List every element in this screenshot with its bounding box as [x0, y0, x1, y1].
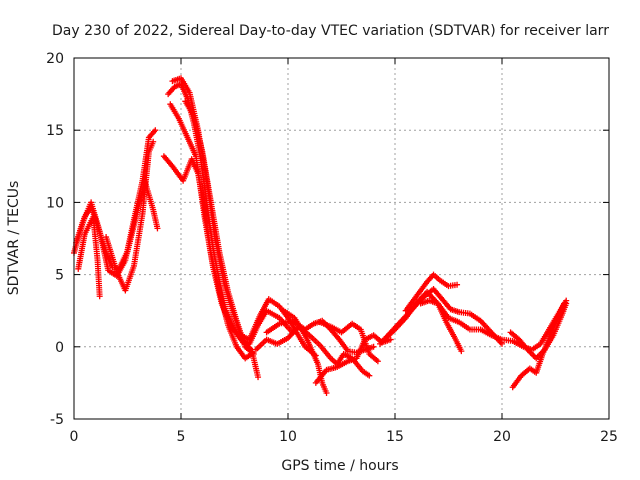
series-track-7 — [167, 101, 296, 347]
series-track-4 — [103, 138, 157, 294]
x-tick-label: 0 — [70, 429, 79, 445]
data-point-marker — [563, 300, 570, 307]
x-tick-label: 15 — [386, 429, 404, 445]
x-axis-label: GPS time / hours — [281, 458, 398, 474]
series-track-17 — [402, 271, 461, 314]
series-track-13 — [317, 319, 381, 365]
x-tick-label: 25 — [600, 429, 618, 445]
plot-frame — [73, 57, 610, 420]
y-tick-label: 0 — [55, 340, 64, 356]
series-track-10 — [252, 323, 373, 379]
x-tick-label: 5 — [177, 429, 186, 445]
data-point-marker — [374, 358, 381, 365]
data-point-marker — [154, 225, 161, 232]
y-tick-label: 15 — [46, 123, 64, 139]
data-point-marker — [250, 351, 257, 358]
y-tick-label: 5 — [55, 268, 64, 284]
series-track-14 — [312, 332, 394, 386]
data-point-marker — [458, 348, 465, 355]
data-point-marker — [323, 390, 330, 397]
data-point-marker — [150, 138, 157, 145]
data-point-marker — [454, 281, 461, 288]
y-tick-label: -5 — [50, 412, 64, 428]
series-track-20 — [507, 300, 570, 362]
chart-title: Day 230 of 2022, Sidereal Day-to-day VTE… — [52, 23, 609, 39]
data-point-marker — [96, 293, 103, 300]
data-point-marker — [255, 374, 262, 381]
data-point-marker — [370, 343, 377, 350]
x-tick-label: 10 — [279, 429, 297, 445]
data-point-marker — [152, 127, 159, 134]
data-series — [71, 75, 570, 397]
axis-ticks: 0 5 10 15 20 25 -5 0 5 10 15 20 — [46, 51, 618, 445]
y-tick-label: 20 — [46, 51, 64, 67]
y-axis-label: SDTVAR / TECUs — [6, 181, 22, 296]
y-tick-label: 10 — [46, 195, 64, 211]
x-tick-label: 20 — [493, 429, 511, 445]
series-track-9 — [182, 98, 257, 358]
data-point-marker — [366, 372, 373, 379]
series-track-3 — [75, 213, 103, 300]
data-point-marker — [387, 336, 394, 343]
